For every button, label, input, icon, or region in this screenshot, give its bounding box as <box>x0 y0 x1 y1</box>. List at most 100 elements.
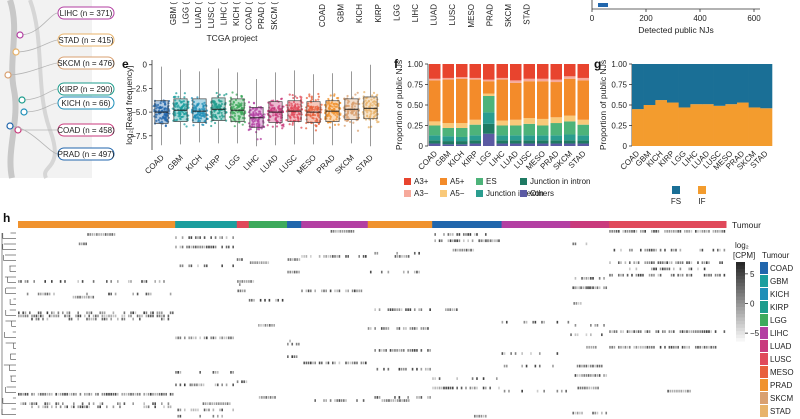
h-cell <box>225 383 228 387</box>
h-cell <box>394 255 397 258</box>
tree-node-dot <box>18 96 26 104</box>
h-cell <box>258 396 261 399</box>
h-tumour-label: LIHC <box>770 329 788 338</box>
h-cell <box>214 236 217 239</box>
e-point-LGG <box>241 116 245 120</box>
h-cell <box>716 248 719 252</box>
e-point-LUSC <box>301 101 304 104</box>
h-cell <box>289 270 292 274</box>
e-point-PRAD <box>333 105 336 108</box>
h-cell <box>123 392 126 396</box>
h-cell <box>635 267 638 271</box>
h-cell <box>434 239 436 243</box>
h-cell <box>710 330 712 333</box>
h-cell <box>314 399 316 402</box>
h-cell <box>64 405 66 409</box>
e-point-PRAD <box>330 101 334 104</box>
e-point-KIRP <box>216 112 220 115</box>
h-cell <box>644 261 646 264</box>
e-point-STAD <box>368 116 372 119</box>
h-cell <box>650 230 653 233</box>
e-point-SKCM <box>346 110 350 113</box>
h-cell <box>78 242 81 246</box>
h-cell <box>226 402 229 405</box>
e-point-KICH <box>196 115 199 119</box>
h-cell <box>581 374 583 377</box>
h-cell <box>66 314 68 318</box>
h-cell <box>225 336 228 340</box>
h-cell <box>650 248 653 252</box>
h-cell <box>194 336 197 340</box>
h-cell <box>487 239 490 243</box>
h-cell <box>688 267 690 271</box>
h-cell <box>181 236 184 239</box>
h-cell <box>714 345 717 349</box>
h-cell <box>501 320 504 324</box>
h-cell <box>473 233 476 236</box>
e-point-LIHC <box>255 122 258 126</box>
h-tumour-label: GBM <box>770 277 789 286</box>
h-cell <box>456 377 458 380</box>
h-cell <box>33 314 35 318</box>
h-cell <box>378 349 381 352</box>
f-bar-segment <box>577 77 589 81</box>
f-bar-segment <box>537 78 549 82</box>
h-cell <box>18 311 20 315</box>
e-point-LUAD <box>274 113 277 117</box>
h-cell <box>590 374 592 377</box>
h-cell <box>354 289 356 293</box>
h-cell <box>62 311 64 315</box>
h-cell <box>594 411 597 415</box>
h-cell <box>653 345 655 349</box>
e-point-KICH <box>199 113 202 116</box>
h-cell <box>447 239 450 243</box>
e-point-SKCM <box>353 102 356 105</box>
h-cell <box>678 389 680 393</box>
e-point-COAD <box>163 107 166 111</box>
h-cell <box>369 327 372 330</box>
h-cell <box>560 389 563 393</box>
g-y-tick-label: 0.75 <box>611 81 627 90</box>
h-cell <box>416 396 418 399</box>
h-cbar-step <box>736 265 745 270</box>
f-bar-segment <box>523 118 535 124</box>
h-cell <box>301 255 303 258</box>
e-point-STAD <box>363 91 366 94</box>
h-cell <box>687 389 689 393</box>
h-tumour-swatch <box>760 366 768 378</box>
h-cell <box>494 239 496 243</box>
h-cell <box>89 233 92 236</box>
h-cell <box>214 371 217 374</box>
e-point-STAD <box>367 99 371 103</box>
h-cell <box>239 280 241 283</box>
h-cell <box>161 314 163 318</box>
h-cell <box>181 264 184 268</box>
h-cell <box>572 411 575 415</box>
g-bar-segment <box>748 64 761 108</box>
h-cell <box>271 324 273 327</box>
h-tumour-label: LUSC <box>770 355 792 364</box>
tree-connector <box>15 39 59 53</box>
e-point-GBM <box>178 99 181 102</box>
h-cell <box>413 308 416 311</box>
h-cell <box>449 386 452 390</box>
h-cell <box>620 345 622 349</box>
h-cell <box>190 336 193 340</box>
e-point-COAD <box>154 116 158 119</box>
h-cell <box>675 261 677 264</box>
h-cell <box>136 314 139 318</box>
h-cell <box>407 255 410 258</box>
h-cell <box>194 408 197 412</box>
h-cell <box>20 280 22 283</box>
h-cell <box>267 396 270 399</box>
h-cell <box>40 311 42 315</box>
h-cell <box>119 405 121 409</box>
e-point-KIRP <box>220 111 223 115</box>
f-legend-swatch <box>404 178 411 185</box>
h-cell <box>590 386 593 390</box>
e-point-LUSC <box>294 111 297 114</box>
h-cell <box>199 245 201 249</box>
h-cell <box>73 405 75 409</box>
h-cell <box>585 277 588 280</box>
h-cell <box>339 230 342 233</box>
